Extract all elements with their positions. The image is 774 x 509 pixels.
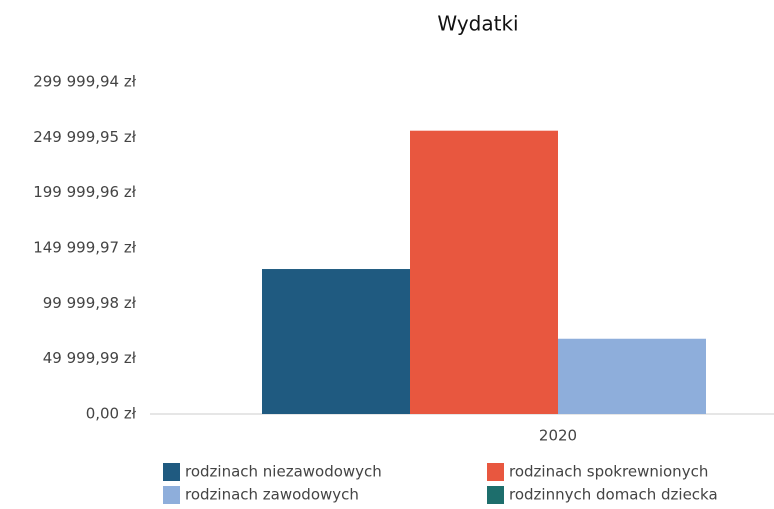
y-tick-label: 149 999,97 zł xyxy=(33,239,137,257)
bar xyxy=(558,338,706,414)
legend-label: rodzinnych domach dziecka xyxy=(509,486,718,504)
y-tick-label: 49 999,99 zł xyxy=(43,349,137,367)
legend-swatch xyxy=(487,463,504,481)
bar xyxy=(410,130,558,414)
bar xyxy=(262,269,410,414)
y-tick-label: 199 999,96 zł xyxy=(33,183,137,201)
legend-label: rodzinach zawodowych xyxy=(185,486,359,504)
y-tick-label: 99 999,98 zł xyxy=(43,294,137,312)
y-tick-label: 0,00 zł xyxy=(86,405,137,423)
y-tick-label: 249 999,95 zł xyxy=(33,128,137,146)
legend-label: rodzinach niezawodowych xyxy=(185,463,382,481)
legend-label: rodzinach spokrewnionych xyxy=(509,463,708,481)
y-tick-label: 299 999,94 zł xyxy=(33,73,137,91)
x-tick-label: 2020 xyxy=(539,427,577,445)
chart-title: Wydatki xyxy=(437,12,518,36)
legend-swatch xyxy=(487,486,504,504)
legend-swatch xyxy=(163,486,180,504)
legend-swatch xyxy=(163,463,180,481)
